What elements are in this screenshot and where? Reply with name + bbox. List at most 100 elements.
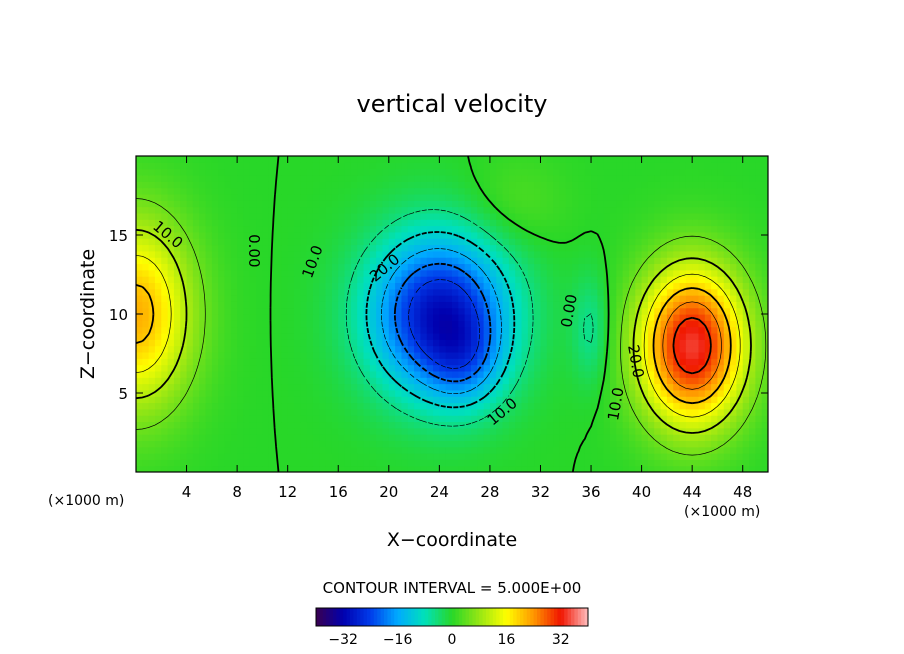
x-tick-label: 16 <box>329 483 348 501</box>
colorbar-swatch <box>384 608 388 626</box>
colorbar-swatch <box>407 608 412 626</box>
contour-line <box>381 248 502 395</box>
colorbar-swatch <box>421 608 426 626</box>
colorbar-swatch <box>530 608 534 626</box>
colorbar-swatch <box>492 608 497 626</box>
colorbar-swatch <box>326 608 330 626</box>
contour-line <box>408 279 480 369</box>
x-tick-label: 44 <box>683 483 702 501</box>
colorbar-swatch <box>540 608 545 626</box>
x-tick-label: 24 <box>430 483 449 501</box>
colorbar-swatch <box>380 608 385 626</box>
colorbar-swatch <box>475 608 480 626</box>
colorbar-swatch <box>353 608 358 626</box>
colorbar-swatch <box>438 608 443 626</box>
colorbar-swatch <box>411 608 415 626</box>
colorbar-swatch <box>509 608 514 626</box>
colorbar-swatch <box>336 608 341 626</box>
colorbar-swatch <box>319 608 324 626</box>
colorbar-swatch <box>496 608 500 626</box>
colorbar-swatch <box>435 608 439 626</box>
colorbar-swatch <box>560 608 565 626</box>
velocity-field <box>136 156 768 472</box>
colorbar-swatch <box>397 608 402 626</box>
colorbar-swatch <box>506 608 511 626</box>
colorbar-swatch <box>526 608 531 626</box>
x-tick-label: 40 <box>632 483 651 501</box>
colorbar-swatch <box>564 608 568 626</box>
colorbar-swatch <box>455 608 460 626</box>
colorbar-swatch <box>533 608 538 626</box>
x-tick-label: 32 <box>531 483 550 501</box>
colorbar-swatch <box>394 608 398 626</box>
contour-label: 0.00 <box>557 293 581 329</box>
colorbar-tick-label: −16 <box>383 632 413 648</box>
colorbar-swatch <box>567 608 572 626</box>
y-tick-label: 15 <box>109 227 128 245</box>
colorbar-swatch <box>482 608 487 626</box>
y-tick-label: 10 <box>109 306 128 324</box>
colorbar-swatch <box>554 608 558 626</box>
contour-interval-text: CONTOUR INTERVAL = 5.000E+00 <box>323 579 582 597</box>
contour-label: 20.0 <box>624 343 648 379</box>
contour-line <box>393 262 492 383</box>
x-axis-ticks: 4 8 12 16 20 24 28 32 36 40 44 48 <box>182 156 752 501</box>
colorbar-swatch <box>550 608 555 626</box>
contour-label: 10.0 <box>604 386 628 422</box>
y-tick-label: 5 <box>118 385 128 403</box>
colorbar-frame <box>315 607 589 627</box>
colorbar-swatch <box>414 608 419 626</box>
colorbar-swatch <box>448 608 453 626</box>
x-unit-right: (×1000 m) <box>684 504 760 520</box>
colorbar-tick-label: −32 <box>328 632 358 648</box>
colorbar-swatch <box>458 608 463 626</box>
colorbar-swatch <box>489 608 494 626</box>
colorbar-swatch <box>377 608 381 626</box>
colorbar-swatch <box>441 608 446 626</box>
colorbar-swatch <box>547 608 551 626</box>
colorbar-swatch <box>360 608 364 626</box>
colorbar-swatch <box>424 608 429 626</box>
colorbar-swatch <box>350 608 354 626</box>
colorbar-swatch <box>577 608 582 626</box>
x-tick-label: 12 <box>278 483 297 501</box>
colorbar-swatch <box>557 608 562 626</box>
contour-line <box>136 228 752 434</box>
x-tick-label: 8 <box>232 483 242 501</box>
colorbar-swatch <box>387 608 392 626</box>
colorbar-swatch <box>465 608 470 626</box>
colorbar-swatch <box>452 608 456 626</box>
colorbar-swatch <box>516 608 521 626</box>
colorbar-swatch <box>418 608 422 626</box>
colorbar-tick-label: 32 <box>552 632 570 648</box>
x-tick-label: 4 <box>182 483 192 501</box>
colorbar-swatch <box>390 608 395 626</box>
colorbar-swatch <box>428 608 432 626</box>
colorbar-swatch <box>479 608 483 626</box>
colorbar <box>315 607 589 627</box>
contour-line <box>662 301 722 390</box>
colorbar-swatch <box>356 608 361 626</box>
colorbar-swatch <box>339 608 344 626</box>
contour-label: 0.00 <box>245 234 263 267</box>
colorbar-swatch <box>503 608 507 626</box>
colorbar-swatch <box>574 608 579 626</box>
colorbar-swatch <box>322 608 327 626</box>
colorbar-swatch <box>373 608 378 626</box>
colorbar-tick-label: 0 <box>448 632 457 648</box>
colorbar-swatch <box>333 608 337 626</box>
colorbar-swatch <box>316 608 320 626</box>
colorbar-swatch <box>469 608 473 626</box>
colorbar-swatch <box>571 608 575 626</box>
contour-line <box>672 316 712 375</box>
colorbar-swatch <box>431 608 436 626</box>
colorbar-swatch <box>523 608 528 626</box>
colorbar-swatch <box>404 608 409 626</box>
x-axis-label: X−coordinate <box>387 529 517 551</box>
colorbar-swatch <box>513 608 517 626</box>
colorbar-swatch <box>543 608 548 626</box>
colorbar-ticks: −32 −16 0 16 32 <box>328 632 569 648</box>
y-axis-ticks: 5 10 15 <box>109 227 768 403</box>
colorbar-swatch <box>329 608 334 626</box>
